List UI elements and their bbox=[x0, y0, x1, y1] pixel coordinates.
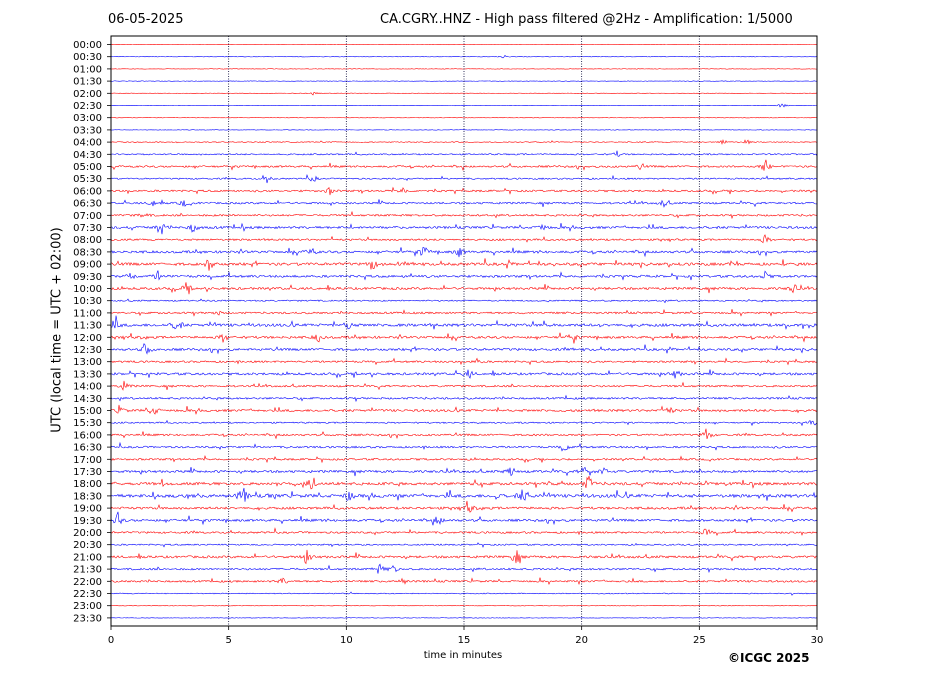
vertical-gridlines bbox=[228, 36, 700, 626]
y-tick-label: 20:30 bbox=[73, 540, 102, 551]
trace-row-1030 bbox=[110, 298, 818, 304]
y-tick-label: 05:00 bbox=[73, 162, 102, 173]
y-tick-label: 13:00 bbox=[73, 357, 102, 368]
y-tick-label: 14:30 bbox=[73, 394, 102, 405]
trace-row-0330 bbox=[110, 129, 818, 131]
y-tick-label: 20:00 bbox=[73, 528, 102, 539]
y-tick-label: 11:30 bbox=[73, 321, 102, 332]
trace-row-0230 bbox=[110, 103, 818, 108]
y-tick-label: 02:30 bbox=[73, 101, 102, 112]
trace-row-0700 bbox=[110, 210, 818, 220]
trace-row-0200 bbox=[110, 91, 818, 96]
x-tick-label: 5 bbox=[225, 635, 231, 646]
y-tick-label: 04:30 bbox=[73, 150, 102, 161]
y-tick-label: 06:00 bbox=[73, 186, 102, 197]
y-tick-label: 12:30 bbox=[73, 345, 102, 356]
y-tick-label: 18:30 bbox=[73, 491, 102, 502]
x-tick-label: 15 bbox=[458, 635, 471, 646]
y-tick-label: 16:30 bbox=[73, 443, 102, 454]
y-tick-label: 17:00 bbox=[73, 455, 102, 466]
y-tick-label: 01:00 bbox=[73, 64, 102, 75]
y-tick-label: 02:00 bbox=[73, 89, 102, 100]
y-tick-label: 03:30 bbox=[73, 125, 102, 136]
trace-row-2000 bbox=[110, 527, 818, 536]
y-tick-label: 09:30 bbox=[73, 272, 102, 283]
trace-row-0830 bbox=[110, 247, 818, 258]
y-tick-label: 23:00 bbox=[73, 601, 102, 612]
x-tick-label: 30 bbox=[811, 635, 824, 646]
y-tick-label: 15:00 bbox=[73, 406, 102, 417]
y-tick-label: 07:00 bbox=[73, 211, 102, 222]
x-axis-label: time in minutes bbox=[423, 650, 503, 661]
trace-row-1400 bbox=[110, 380, 818, 391]
trace-row-2300 bbox=[110, 605, 818, 607]
chart-title: CA.CGRY..HNZ - High pass filtered @2Hz -… bbox=[380, 12, 793, 27]
trace-row-1800 bbox=[110, 476, 818, 490]
y-tick-label: 01:30 bbox=[73, 77, 102, 88]
x-tick-label: 25 bbox=[693, 635, 706, 646]
y-tick-label: 07:30 bbox=[73, 223, 102, 234]
x-tick-label: 20 bbox=[575, 635, 588, 646]
y-tick-label: 14:00 bbox=[73, 382, 102, 393]
y-tick-label: 21:00 bbox=[73, 552, 102, 563]
y-tick-label: 21:30 bbox=[73, 565, 102, 576]
trace-row-0600 bbox=[110, 186, 818, 196]
y-tick-label: 16:00 bbox=[73, 430, 102, 441]
y-tick-label: 10:00 bbox=[73, 284, 102, 295]
trace-row-0300 bbox=[110, 117, 818, 119]
trace-row-1130 bbox=[110, 315, 818, 330]
date-label: 06-05-2025 bbox=[108, 12, 184, 27]
trace-row-1100 bbox=[110, 308, 818, 317]
y-tick-label: 17:30 bbox=[73, 467, 102, 478]
y-tick-label: 08:30 bbox=[73, 247, 102, 258]
y-tick-label: 22:30 bbox=[73, 589, 102, 600]
x-tick-label: 0 bbox=[108, 635, 114, 646]
y-tick-label: 09:00 bbox=[73, 260, 102, 271]
y-tick-label: 22:00 bbox=[73, 577, 102, 588]
y-tick-label: 10:30 bbox=[73, 296, 102, 307]
y-tick-label: 19:30 bbox=[73, 516, 102, 527]
y-tick-label: 03:00 bbox=[73, 113, 102, 124]
y-tick-label: 13:30 bbox=[73, 369, 102, 380]
trace-row-1830 bbox=[110, 487, 818, 502]
y-tick-label: 15:30 bbox=[73, 418, 102, 429]
trace-row-1430 bbox=[110, 394, 818, 403]
y-tick-label: 04:00 bbox=[73, 138, 102, 149]
y-tick-label: 23:30 bbox=[73, 613, 102, 624]
y-tick-label: 12:00 bbox=[73, 333, 102, 344]
y-tick-label: 06:30 bbox=[73, 199, 102, 210]
trace-row-2330 bbox=[110, 617, 818, 619]
y-tick-label: 00:30 bbox=[73, 52, 102, 63]
y-tick-label: 11:00 bbox=[73, 308, 102, 319]
y-tick-label: 05:30 bbox=[73, 174, 102, 185]
y-tick-label: 19:00 bbox=[73, 504, 102, 515]
trace-row-1530 bbox=[110, 419, 818, 427]
y-tick-label: 18:00 bbox=[73, 479, 102, 490]
y-tick-label: 00:00 bbox=[73, 40, 102, 51]
trace-row-1930 bbox=[110, 511, 818, 526]
copyright-label: ©ICGC 2025 bbox=[728, 651, 810, 665]
x-tick-label: 10 bbox=[340, 635, 353, 646]
x-axis-ticks: 0 5 10 15 20 25 30 bbox=[108, 626, 824, 646]
trace-row-0630 bbox=[110, 199, 818, 208]
y-tick-label: 08:00 bbox=[73, 235, 102, 246]
trace-row-1500 bbox=[110, 404, 818, 415]
